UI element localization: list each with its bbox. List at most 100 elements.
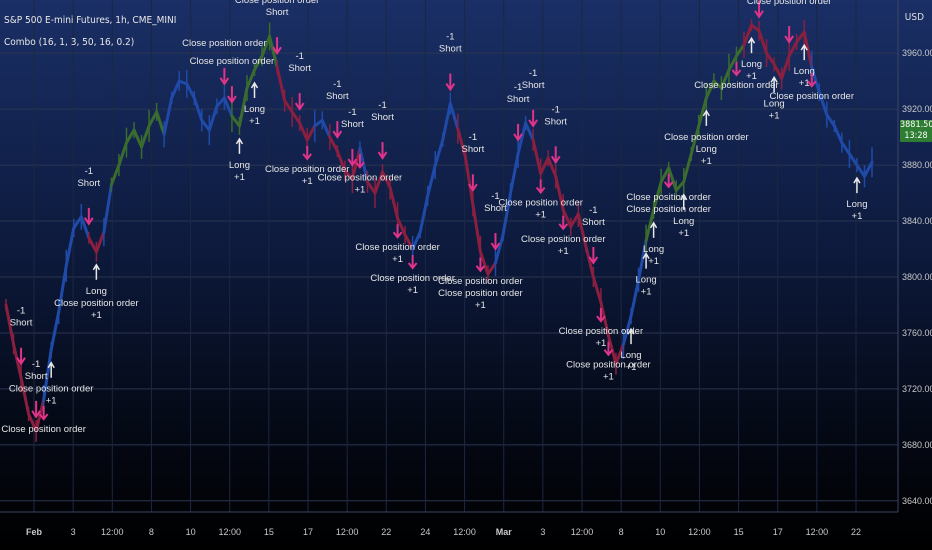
long-signal-label: +1 (641, 287, 652, 298)
long-arrow-icon (250, 81, 259, 98)
y-tick-label: 3760.00 (902, 328, 932, 338)
long-signal-label: Close position order (54, 298, 139, 309)
price-segment (27, 412, 38, 433)
price-segment (539, 156, 550, 175)
short-signal-label: Short (326, 91, 349, 102)
price-segment (192, 96, 204, 122)
price-segment (373, 170, 385, 195)
long-arrow-icon (680, 193, 688, 210)
x-tick-label: 12:00 (571, 527, 594, 537)
short-arrow-icon (754, 0, 764, 19)
price-segment (810, 65, 821, 94)
long-signal-label: Long (794, 66, 815, 77)
price-segment (757, 29, 769, 55)
price-segment (847, 152, 859, 167)
short-signal-label: -1 (32, 359, 40, 370)
short-arrow-icon (784, 25, 794, 44)
price-segment (298, 121, 309, 142)
price-segment (704, 79, 716, 100)
short-signal-label: Short (522, 80, 545, 91)
long-arrow-icon (47, 361, 55, 378)
price-segment (772, 62, 784, 80)
short-signal-label: Short (77, 178, 100, 189)
close-arrow-icon (407, 255, 418, 270)
short-signal-label: -1 (348, 107, 356, 118)
price-segment (689, 124, 701, 156)
price-segment (94, 230, 106, 254)
short-signal-label: -1 (446, 32, 454, 43)
short-arrow-icon (550, 146, 561, 165)
price-segment (433, 138, 445, 167)
price-segment (388, 185, 400, 220)
close-signal-label: Close position order (1, 424, 86, 435)
long-signal-label: +1 (91, 310, 102, 321)
price-segment (290, 110, 302, 125)
price-segment (742, 23, 754, 47)
close-signal-label: Close position order (559, 326, 644, 337)
price-segment (132, 128, 144, 149)
close-arrow-icon (355, 154, 365, 169)
long-arrow-icon (853, 176, 861, 194)
x-tick-label: 12:00 (101, 527, 124, 537)
long-signal-label: Long (86, 286, 107, 297)
short-arrow-icon (227, 86, 237, 104)
x-tick-label: 8 (619, 527, 624, 537)
currency-label[interactable]: USD (904, 12, 924, 23)
price-segment (584, 244, 595, 279)
y-tick-label: 3920.00 (902, 104, 932, 114)
price-segment (237, 86, 249, 128)
short-signal-label: -1 (17, 306, 25, 317)
long-signal-label: Close position order (664, 132, 749, 143)
price-segment (12, 342, 23, 380)
close-signal-label: +1 (535, 209, 546, 220)
price-segment (162, 96, 174, 136)
price-segment (411, 230, 422, 251)
price-segment (253, 54, 264, 72)
price-segment (79, 215, 91, 240)
study-title[interactable]: Combo (16, 1, 3, 50, 16, 0.2) (4, 37, 135, 48)
short-signal-label: Short (544, 116, 567, 127)
price-segment (614, 342, 625, 366)
long-signal-label: Long (696, 144, 717, 155)
x-tick-label: 22 (381, 527, 391, 537)
long-signal-label: Long (229, 160, 250, 171)
price-segment (832, 124, 844, 145)
price-segment (569, 212, 580, 229)
symbol-title[interactable]: S&P 500 E-mini Futures, 1h, CME_MINI (4, 15, 177, 26)
close-signal-label: +1 (302, 176, 313, 187)
price-segment (170, 79, 181, 100)
last-price-tag: 3881.50 13:28 (900, 120, 932, 142)
price-segment (840, 141, 851, 156)
long-signal-label: +1 (769, 110, 780, 121)
price-segment (381, 170, 392, 189)
long-signal-label: +1 (626, 362, 637, 373)
price-segment (727, 54, 738, 72)
price-segment (441, 102, 452, 142)
price-segment (320, 118, 332, 139)
short-signal-label: Close position order (182, 38, 267, 49)
x-tick-label: 15 (264, 527, 274, 537)
chart-legend: S&P 500 E-mini Futures, 1h, CME_MINI Com… (4, 10, 176, 54)
price-segment (825, 113, 836, 128)
price-segment (185, 82, 196, 100)
long-signal-label: Long (620, 350, 641, 361)
close-signal-label: Close position order (438, 276, 523, 287)
short-arrow-icon (588, 246, 599, 265)
price-segment (652, 180, 663, 212)
close-signal-label: Close position order (521, 234, 606, 245)
y-tick-label: 3880.00 (902, 160, 932, 170)
price-segment (230, 114, 241, 128)
price-segment (426, 163, 437, 198)
short-arrow-icon (347, 149, 358, 167)
short-signal-label: Short (341, 119, 364, 130)
price-segment (591, 275, 603, 304)
long-signal-label: Long (673, 216, 694, 227)
close-signal-label: Close position order (498, 197, 583, 208)
short-signal-label: -1 (589, 205, 597, 216)
price-segment (463, 155, 475, 206)
long-arrow-icon (649, 221, 658, 238)
short-signal-label: -1 (378, 100, 386, 111)
close-signal-label: Close position order (438, 288, 523, 299)
short-arrow-icon (219, 67, 230, 86)
